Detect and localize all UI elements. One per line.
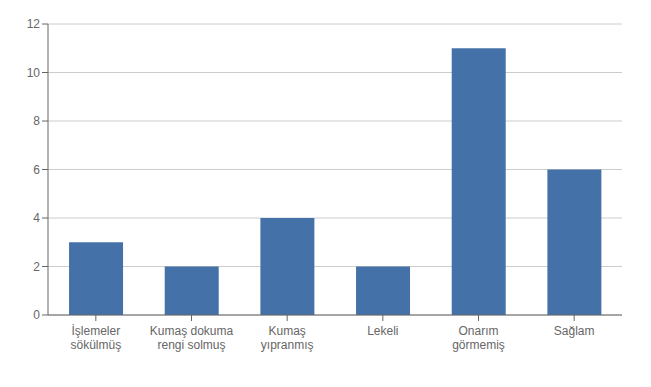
svg-text:4: 4: [33, 211, 40, 225]
svg-text:12: 12: [27, 17, 41, 31]
svg-text:Sağlam: Sağlam: [554, 324, 595, 338]
svg-text:İşlemelersökülmüş: İşlemelersökülmüş: [70, 324, 121, 352]
svg-text:8: 8: [33, 114, 40, 128]
svg-text:Kumaşyıpranmış: Kumaşyıpranmış: [261, 324, 314, 352]
svg-text:0: 0: [33, 308, 40, 322]
svg-text:Kumaş dokumarengi solmuş: Kumaş dokumarengi solmuş: [150, 324, 234, 352]
svg-text:Lekeli: Lekeli: [367, 324, 398, 338]
svg-text:6: 6: [33, 163, 40, 177]
svg-text:Onarımgörmemiş: Onarımgörmemiş: [452, 324, 505, 352]
svg-text:10: 10: [27, 66, 41, 80]
svg-text:2: 2: [33, 260, 40, 274]
